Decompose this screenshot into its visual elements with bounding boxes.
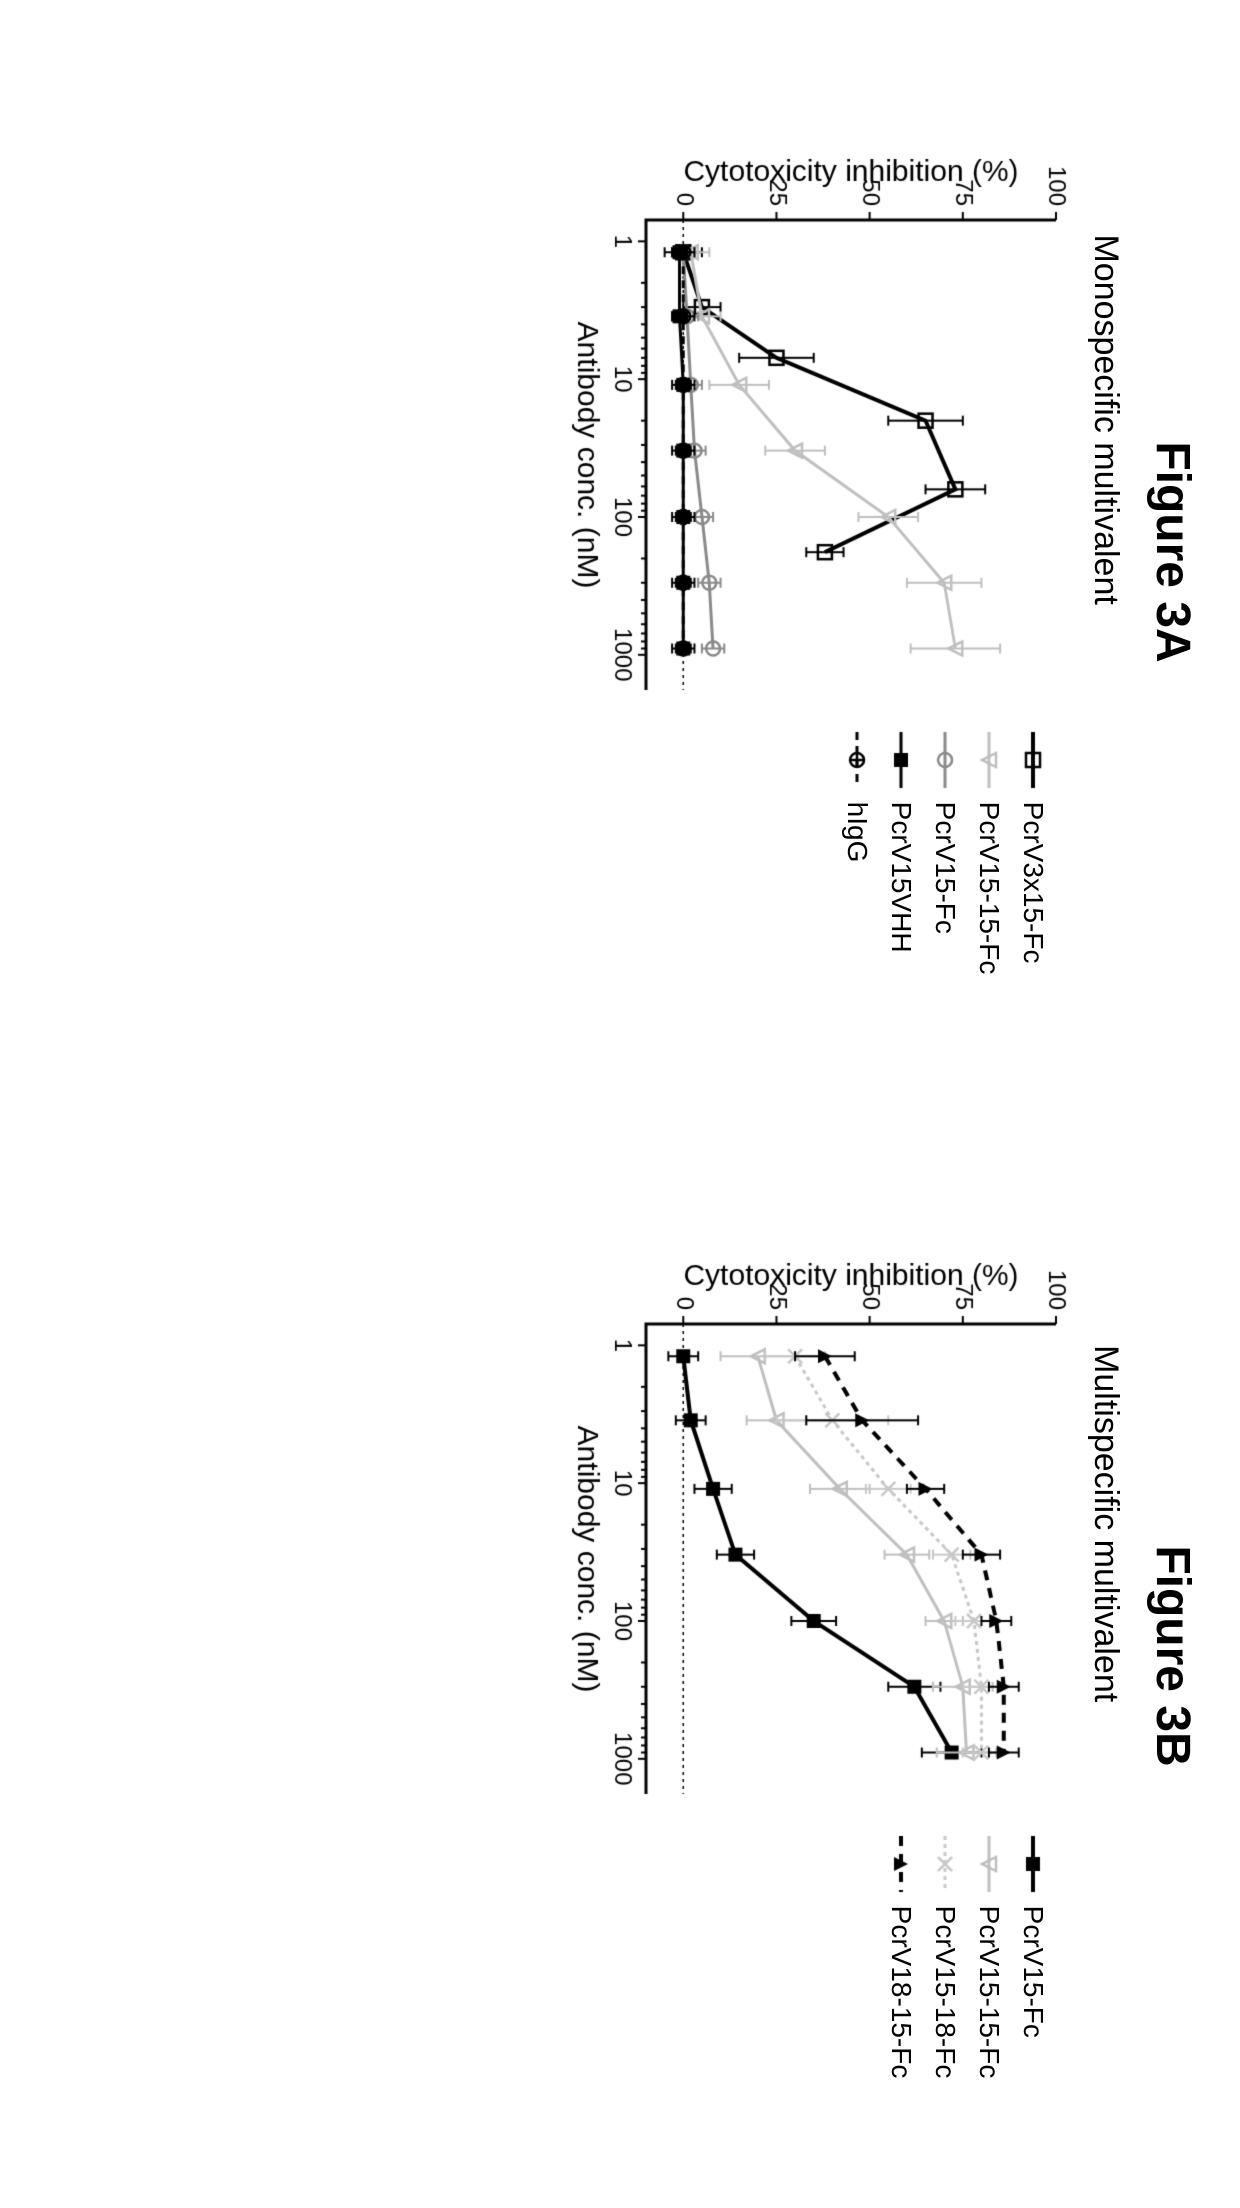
legend-label: PcrV15-15-Fc: [973, 1906, 1005, 2079]
legend-item: hIgG: [841, 730, 873, 975]
legend-swatch-icon: [977, 1834, 1001, 1894]
legend-label: hIgG: [841, 802, 873, 863]
panel-A: Figure 3A Monospecific multivalent PcrV3…: [0, 0, 1240, 1104]
legend-item: PcrV3x15-Fc: [1017, 730, 1049, 975]
legend-item: PcrV15-Fc: [1017, 1834, 1049, 2079]
legend-label: PcrV3x15-Fc: [1017, 802, 1049, 964]
legend-swatch-icon: [845, 730, 869, 790]
legend-item: PcrV15-15-Fc: [973, 1834, 1005, 2079]
figure-A-subtitle: Monospecific multivalent: [1086, 234, 1125, 604]
figure-B-title: Figure 3B: [1145, 1545, 1200, 1766]
chart-A-canvas: [556, 130, 1076, 710]
legend-swatch-icon: [977, 730, 1001, 790]
legend-swatch-icon: [1021, 730, 1045, 790]
legend-swatch-icon: [1021, 1834, 1045, 1894]
chart-B-canvas: [556, 1234, 1076, 1814]
legend-label: PcrV18-15-Fc: [885, 1906, 917, 2079]
legend-item: PcrV18-15-Fc: [885, 1834, 917, 2079]
legend-swatch-icon: [933, 1834, 957, 1894]
legend-label: PcrV15-Fc: [929, 802, 961, 934]
legend-item: PcrV15VHH: [885, 730, 917, 975]
legend-item: PcrV15-18-Fc: [929, 1834, 961, 2079]
chart-block-B: Multispecific multivalent PcrV15-FcPcrV1…: [556, 1234, 1125, 2079]
rotated-layout: Figure 3A Monospecific multivalent PcrV3…: [0, 0, 1240, 2208]
legend-B: PcrV15-Fc PcrV15-15-Fc PcrV15-18-Fc PcrV18-…: [879, 1834, 1055, 2079]
figure-B-subtitle: Multispecific multivalent: [1086, 1345, 1125, 1702]
legend-A: PcrV3x15-Fc PcrV15-15-Fc PcrV15-Fc PcrV15VH…: [835, 730, 1055, 975]
legend-label: PcrV15-18-Fc: [929, 1906, 961, 2079]
legend-item: PcrV15-15-Fc: [973, 730, 1005, 975]
figure-row: Figure 3A Monospecific multivalent PcrV3…: [0, 0, 1240, 2208]
legend-swatch-icon: [889, 1834, 913, 1894]
legend-label: PcrV15-15-Fc: [973, 802, 1005, 975]
legend-item: PcrV15-Fc: [929, 730, 961, 975]
figure-A-title: Figure 3A: [1145, 441, 1200, 662]
legend-swatch-icon: [933, 730, 957, 790]
legend-label: PcrV15-Fc: [1017, 1906, 1049, 2038]
chart-block-A: Monospecific multivalent PcrV3x15-FcPcrV…: [556, 130, 1125, 975]
legend-swatch-icon: [889, 730, 913, 790]
legend-label: PcrV15VHH: [885, 802, 917, 953]
panel-B: Figure 3B Multispecific multivalent PcrV…: [0, 1104, 1240, 2208]
